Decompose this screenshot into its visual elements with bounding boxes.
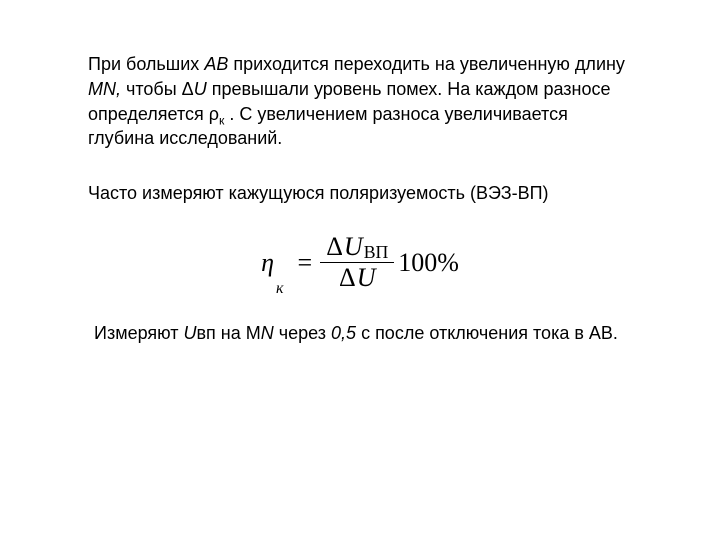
symbol-eta-subscript: к: [275, 281, 294, 297]
var-u: U: [194, 79, 207, 99]
formula: η к = ΔUВП ΔU 100%: [261, 232, 459, 293]
hundred-percent: 100%: [394, 250, 459, 276]
text: приходится переходить на увеличенную дли…: [228, 54, 625, 74]
var-mn: MN,: [88, 79, 121, 99]
formula-block: η к = ΔUВП ΔU 100%: [88, 232, 632, 293]
var-u: U: [356, 265, 376, 291]
text: Измеряют: [94, 323, 183, 343]
symbol-eta: η: [261, 250, 275, 276]
paragraph-3: Измеряют Uвп на МN через 0,5 с после отк…: [94, 321, 632, 346]
equals-sign: =: [294, 250, 321, 276]
symbol-delta: Δ: [339, 265, 356, 291]
text: на М: [216, 323, 261, 343]
text: чтобы Δ: [121, 79, 194, 99]
var-ab: АВ: [204, 54, 228, 74]
paragraph-1: При больших АВ приходится переходить на …: [88, 52, 632, 151]
var-uvp: Uвп: [183, 323, 215, 343]
text: с после отключения тока в АВ.: [356, 323, 618, 343]
var-n: N: [261, 323, 274, 343]
var-u: U: [343, 234, 363, 260]
subscript-vp: ВП: [363, 244, 389, 262]
document-page: При больших АВ приходится переходить на …: [0, 0, 720, 386]
denominator: ΔU: [333, 263, 382, 293]
value-time: 0,5: [331, 323, 356, 343]
text: через: [274, 323, 331, 343]
symbol-delta: Δ: [326, 234, 343, 260]
fraction: ΔUВП ΔU: [320, 232, 394, 293]
paragraph-2: Часто измеряют кажущуюся поляризуемость …: [88, 181, 632, 206]
text: При больших: [88, 54, 204, 74]
numerator: ΔUВП: [320, 232, 394, 262]
